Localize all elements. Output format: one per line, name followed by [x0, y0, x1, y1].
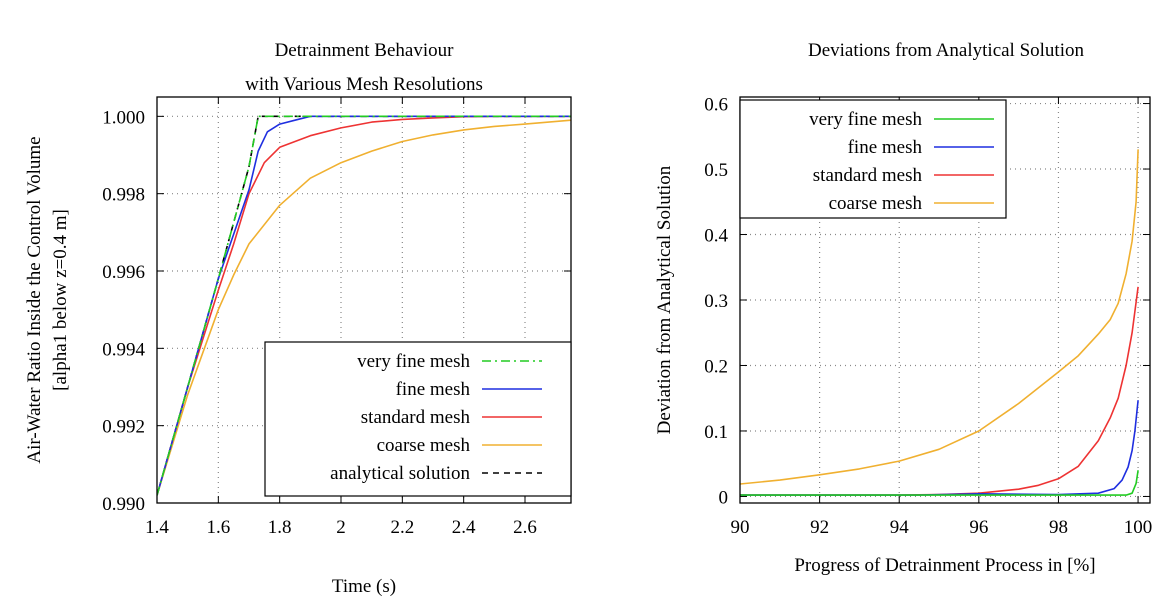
x-tick-label: 2 [336, 517, 346, 538]
x-tick-label: 92 [810, 517, 829, 538]
legend-label: coarse mesh [829, 193, 923, 214]
y-tick-label: 1.000 [102, 107, 145, 128]
x-tick-label: 96 [969, 517, 988, 538]
series-line-very-fine-mesh [740, 470, 1139, 496]
x-tick-label: 94 [890, 517, 910, 538]
plot-frame [739, 96, 1151, 504]
y-axis-label: [alpha1 below z=0.4 m] [50, 209, 71, 391]
x-axis-label: Time (s) [332, 576, 396, 597]
y-tick-label: 0.6 [704, 95, 728, 116]
plot-area [157, 115, 571, 496]
x-tick-label: 98 [1049, 517, 1068, 538]
plot-area [740, 149, 1139, 496]
series-line-coarse-mesh [740, 149, 1139, 485]
y-tick-label: 0.996 [102, 262, 145, 283]
chart-2: Deviations from Analytical Solution 90 92 9… [654, 40, 1152, 576]
legend-label: fine mesh [396, 379, 471, 400]
x-tick-label: 100 [1124, 517, 1153, 538]
legend-label: very fine mesh [357, 351, 470, 372]
y-tick-label: 0.998 [102, 185, 145, 206]
y-axis-label: Air-Water Ratio Inside the Control Volum… [24, 136, 45, 463]
legend-label: standard mesh [813, 165, 923, 186]
y-tick-label: 0.5 [704, 160, 728, 181]
y-tick-label: 0.2 [704, 356, 728, 377]
legend-label: standard mesh [361, 407, 471, 428]
x-tick-label: 2.6 [513, 517, 537, 538]
x-tick-label: 1.4 [145, 517, 169, 538]
legend-label: coarse mesh [377, 435, 471, 456]
x-tick-label: 2.2 [390, 517, 414, 538]
series-line-fine-mesh [157, 115, 571, 496]
y-tick-label: 0.994 [102, 339, 145, 360]
legend-label: analytical solution [330, 463, 470, 484]
plot-frame [156, 96, 572, 504]
legend-label: fine mesh [848, 137, 923, 158]
x-axis-label: Progress of Detrainment Process in [%] [794, 555, 1095, 576]
x-tick-label: 1.6 [206, 517, 230, 538]
chart-title: with Various Mesh Resolutions [245, 74, 483, 95]
legend: very fine mesh fine mesh standard mesh coar… [739, 99, 1007, 219]
y-tick-label: 0.990 [102, 494, 145, 515]
series-line-coarse-mesh [157, 119, 571, 496]
y-tick-label: 0.992 [102, 417, 145, 438]
y-tick-label: 0.3 [704, 291, 728, 312]
y-tick-label: 0.4 [704, 226, 728, 247]
legend-label: very fine mesh [809, 109, 922, 130]
legend-box [264, 341, 572, 497]
y-axis-label: Deviation from Analytical Solution [654, 165, 675, 434]
series-line-standard-mesh [740, 286, 1139, 496]
chart-1: Detrainment Behaviour with Various Mesh R… [24, 40, 572, 597]
legend: very fine mesh fine mesh standard mesh coar… [264, 341, 572, 497]
chart-title: Deviations from Analytical Solution [808, 40, 1084, 61]
y-tick-label: 0.1 [704, 422, 728, 443]
series-line-fine-mesh [740, 400, 1139, 496]
chart-title: Detrainment Behaviour [275, 40, 455, 61]
x-tick-label: 90 [731, 517, 750, 538]
x-tick-label: 1.8 [268, 517, 292, 538]
y-tick-label: 0 [719, 487, 729, 508]
x-tick-label: 2.4 [452, 517, 476, 538]
